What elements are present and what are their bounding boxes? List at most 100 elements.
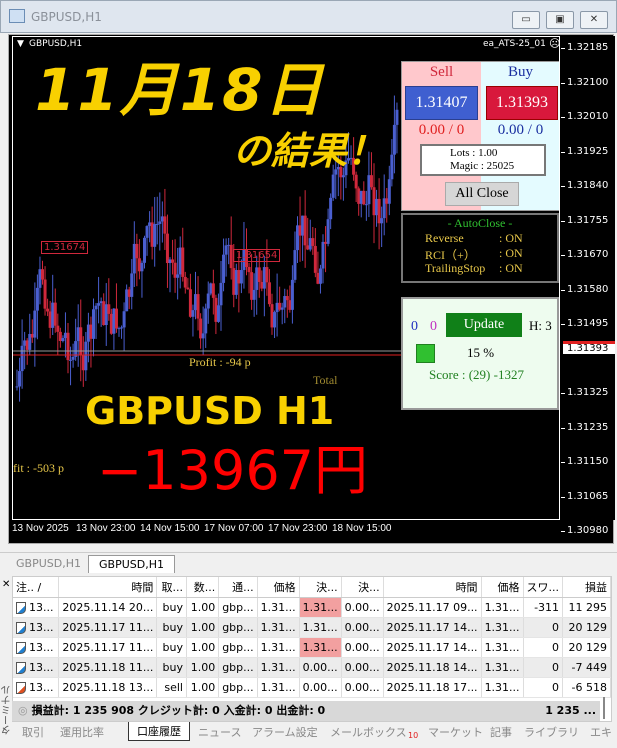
candle-body [30, 333, 34, 338]
terminal-tab[interactable]: アラーム設定 [252, 726, 318, 739]
percent-value: 15 % [467, 345, 495, 360]
candle-body [165, 233, 169, 264]
table-row[interactable]: 13... 2025.11.17 11... buy 1.00 gbp... 1.31..… [13, 617, 611, 638]
candle-body [158, 221, 162, 224]
restore-button[interactable]: ▣ [546, 11, 574, 29]
minimize-button[interactable]: ▭ [512, 11, 540, 29]
price-chart[interactable]: ▼ GBPUSD,H1 ea_ATS-25_01 ☹ 1.31674 1.316… [12, 36, 560, 520]
candle-body [308, 238, 312, 250]
candle-body [137, 258, 141, 272]
table-row[interactable]: 13... 2025.11.14 20... buy 1.00 gbp... 1.31..… [13, 597, 611, 618]
candle-body [306, 245, 310, 250]
price-axis[interactable]: 1.32185 1.32100 1.32010 1.31925 1.31840 1.317… [560, 36, 615, 536]
candle-body [260, 281, 264, 289]
column-header[interactable]: 取... [156, 577, 187, 598]
column-header[interactable]: 損益 [562, 577, 611, 598]
autoclose-key: TrailingStop [425, 261, 486, 275]
time-axis[interactable]: 13 Nov 2025 13 Nov 23:00 14 Nov 15:00 17 No… [12, 520, 560, 540]
terminal-tab[interactable]: 取引 [22, 726, 44, 739]
score-value: Score : (29) -1327 [429, 367, 524, 382]
chart-symbol-label: GBPUSD,H1 [29, 39, 83, 49]
candle-body [153, 224, 157, 247]
candle-body [155, 223, 159, 225]
magic-value: Magic : 25025 [450, 160, 515, 172]
candle-body [334, 169, 338, 175]
candle-body [104, 304, 108, 326]
table-cell: 2025.11.17 09... [383, 597, 482, 618]
terminal-side-strip: ✕ ターミナル [0, 575, 13, 748]
candle-body [143, 237, 146, 263]
terminal-tab[interactable]: 口座履歴 [128, 722, 190, 741]
candle-body [293, 250, 297, 280]
column-header[interactable]: 価格 [481, 577, 524, 598]
column-header[interactable]: 価格 [257, 577, 300, 598]
current-price-marker: 1.31393 [563, 341, 615, 354]
column-header[interactable]: 数... [186, 577, 220, 598]
trade-history-table: 注.. / 時間 取... 数... 通... 価格 決... 決... 時間 価格 スワ... 損益… [12, 576, 612, 722]
candle-body [311, 238, 315, 246]
candle-body [288, 300, 292, 310]
candle-body [275, 302, 279, 313]
table-cell: 20 129 [562, 617, 611, 638]
column-header[interactable]: スワ... [523, 577, 564, 598]
terminal-tab[interactable]: メールボックス [330, 726, 407, 739]
column-header[interactable]: 時間 [58, 577, 158, 598]
candle-body [35, 287, 39, 311]
autoclose-title: - AutoClose - [447, 216, 513, 230]
table-row[interactable]: 13... 2025.11.17 11... buy 1.00 gbp... 1.31..… [13, 637, 611, 658]
price-tick: 1.31755 [560, 214, 609, 226]
terminal-tab[interactable]: ニュース [198, 726, 242, 739]
candle-body [114, 308, 118, 329]
table-cell: 13... [13, 617, 60, 638]
candle-body [33, 310, 37, 338]
table-row[interactable]: 13... 2025.11.18 13... sell 1.00 gbp... 1.31.… [13, 677, 611, 698]
terminal-tab[interactable]: 記事 [490, 726, 512, 739]
buy-button[interactable]: 1.31393 [486, 86, 558, 120]
trade-panel: Sell Buy 1.31407 1.31393 0.00 / 0 0.00 /… [401, 61, 559, 211]
table-cell: 0 [523, 637, 564, 658]
autoclose-row: Reverse: ON [403, 231, 557, 246]
symbol-menu-icon[interactable]: ▼ [17, 39, 24, 49]
price-tick: 1.32010 [560, 111, 609, 122]
candle-body [262, 267, 266, 289]
terminal-tab[interactable]: 運用比率 [60, 726, 104, 739]
table-row[interactable]: 13... 2025.11.18 11... buy 1.00 gbp... 1.31..… [13, 657, 611, 678]
candle-body [188, 289, 192, 317]
chart-tab-active[interactable]: GBPUSD,H1 [88, 555, 175, 573]
candle-body [173, 262, 177, 278]
table-cell: 0.00... [341, 597, 384, 618]
terminal-tab[interactable]: ライブラリ [524, 726, 579, 739]
chart-tab[interactable]: GBPUSD,H1 [16, 557, 81, 570]
column-header[interactable]: 注.. / [13, 577, 60, 598]
lots-value: Lots : 1.00 [450, 147, 498, 159]
column-header[interactable]: 通... [218, 577, 258, 598]
close-button[interactable]: ✕ [580, 11, 608, 29]
candle-body [38, 269, 42, 288]
autoclose-key: Reverse [425, 231, 464, 245]
column-header[interactable]: 時間 [383, 577, 482, 598]
candle-body [168, 259, 172, 264]
all-close-button[interactable]: All Close [445, 182, 519, 206]
summary-icon: ◎ [18, 704, 28, 717]
terminal-tab[interactable]: マーケット [428, 726, 483, 739]
update-button[interactable]: Update [446, 313, 522, 337]
autoclose-row: TrailingStop: ON [403, 261, 557, 276]
table-cell: 20 129 [562, 637, 611, 658]
candle-body [362, 190, 366, 205]
close-terminal-icon[interactable]: ✕ [2, 579, 11, 590]
terminal-tab[interactable]: エキ [590, 726, 612, 739]
count-blue: 0 [411, 319, 418, 334]
candle-body [25, 340, 29, 350]
candle-body [46, 308, 50, 312]
column-header[interactable]: 決... [341, 577, 384, 598]
price-tick: 1.31065 [560, 490, 609, 502]
candle-body [290, 279, 294, 310]
column-header[interactable]: 決... [299, 577, 342, 598]
order-id: 13... [29, 600, 54, 614]
candle-body [301, 215, 305, 236]
scrollbar[interactable] [603, 697, 605, 719]
candle-body [387, 179, 391, 204]
table-cell: 1.31... [257, 637, 300, 658]
candle-body [216, 305, 220, 322]
sell-button[interactable]: 1.31407 [405, 86, 478, 120]
